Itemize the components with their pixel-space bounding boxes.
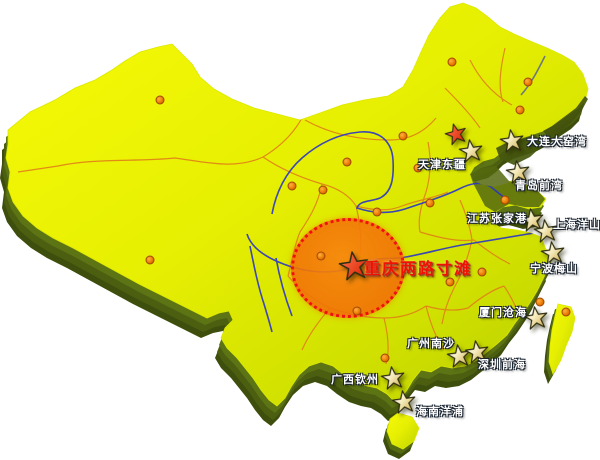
port-label-qingdao-qianwan: 青岛前湾: [515, 179, 563, 192]
port-star-xiamen-canghai: [522, 304, 549, 331]
port-label-xiamen-canghai: 厦门沧海: [479, 306, 527, 319]
city-dot: [445, 277, 455, 287]
city-dot: [413, 163, 423, 173]
city-dot: [425, 198, 435, 208]
city-dot: [155, 95, 165, 105]
port-star-jiangsu-zhangjiagang: [518, 206, 545, 233]
city-dot: [447, 57, 457, 67]
city-dot: [287, 181, 297, 191]
port-label-guangzhou-nansha: 广州南沙: [407, 337, 455, 350]
city-dot: [500, 195, 510, 205]
city-dot: [398, 131, 408, 141]
port-star-shanghai-yangshan: [532, 217, 559, 244]
port-label-jiangsu-zhangjiagang: 江苏张家港: [467, 212, 527, 225]
port-star-hainan-yangpu: [390, 388, 417, 415]
capital-star: [443, 121, 470, 148]
city-dot: [318, 185, 328, 195]
port-label-guangxi-qinzhou: 广西钦州: [331, 373, 379, 386]
city-dot: [515, 105, 525, 115]
city-dot: [535, 297, 545, 307]
port-label-shanghai-yangshan: 上海洋山: [553, 218, 600, 231]
port-star-guangxi-qinzhou: [379, 364, 406, 391]
port-label-shenzhen-qianhai: 深圳前海: [478, 358, 526, 371]
city-dot: [352, 306, 362, 316]
port-star-dalian-dayaowan: [498, 127, 525, 154]
port-star-shenzhen-qianhai: [463, 338, 490, 365]
city-dot: [316, 251, 326, 261]
port-label-hainan-yangpu: 海南洋浦: [416, 405, 464, 418]
chongqing-label: 重庆两路寸滩: [363, 259, 473, 278]
chongqing-star: [337, 249, 371, 283]
city-dot: [523, 77, 533, 87]
port-label-dalian-dayaowan: 大连大窑湾: [527, 135, 587, 148]
city-dot: [342, 157, 352, 167]
city-dot: [145, 255, 155, 265]
port-star-qingdao-qianwan: [504, 158, 531, 185]
port-star-ningbo-meishan: [539, 239, 566, 266]
port-label-ningbo-meishan: 宁波梅山: [530, 262, 578, 275]
port-star-tianjin-dongjiang: [457, 137, 484, 164]
city-dot: [477, 267, 487, 277]
city-dot: [380, 353, 390, 363]
city-dot: [561, 307, 571, 317]
city-dot: [372, 207, 382, 217]
province-borders: [17, 47, 522, 365]
port-label-tianjin-dongjiang: 天津东疆: [418, 158, 466, 171]
